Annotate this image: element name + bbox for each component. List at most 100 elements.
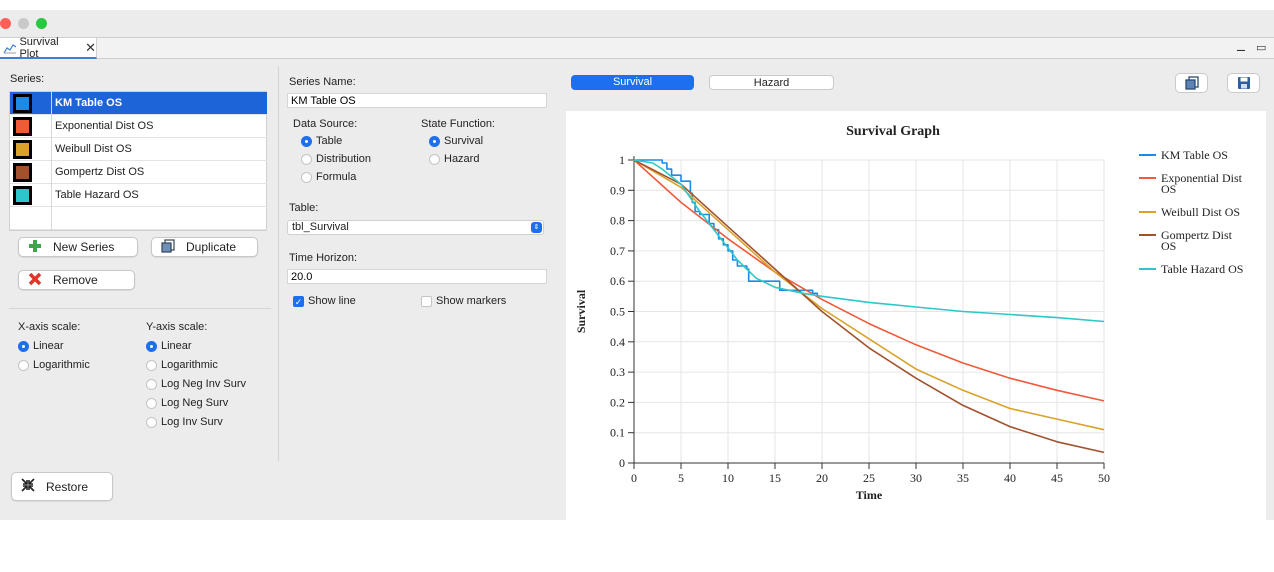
tab-survival-plot[interactable]: Survival Plot ✕ — [0, 35, 97, 60]
duplicate-icon — [160, 238, 176, 256]
minimize-view-icon[interactable]: ⚊ — [1236, 42, 1246, 54]
tab-hazard[interactable]: Hazard — [709, 75, 834, 90]
radio-label: Logarithmic — [33, 359, 90, 371]
maximize-view-icon[interactable]: ▭ — [1256, 42, 1267, 54]
copy-chart-button[interactable] — [1175, 73, 1208, 93]
series-list[interactable]: KM Table OS Exponential Dist OS Weibull Di… — [9, 91, 267, 231]
radio-label: Log Inv Surv — [161, 416, 223, 428]
radio-button-icon — [301, 171, 312, 183]
save-chart-button[interactable] — [1227, 73, 1260, 93]
chart-line-icon — [3, 43, 17, 53]
y-tick-label: 0.7 — [610, 244, 625, 258]
data-source-radio-distribution[interactable]: Distribution — [301, 153, 371, 165]
series-line-weibull-dist-os — [633, 159, 1105, 431]
tab-survival[interactable]: Survival — [571, 75, 694, 90]
series-color-cell[interactable] — [10, 114, 52, 138]
y-tick-label: 0.5 — [610, 305, 625, 319]
radio-label: Hazard — [444, 153, 480, 165]
legend-label: Weibull Dist OS — [1161, 205, 1240, 219]
checkbox-empty-icon — [421, 295, 432, 307]
series-color-swatch[interactable] — [13, 162, 32, 182]
series-color-swatch[interactable] — [13, 139, 32, 159]
radio-label: Distribution — [316, 153, 372, 165]
y-tick-label: 0.1 — [610, 426, 625, 440]
chart-title: Survival Graph — [846, 124, 940, 139]
x-tick-label: 45 — [1051, 471, 1063, 485]
x-tick-label: 5 — [678, 471, 684, 485]
series-row[interactable]: Exponential Dist OS — [10, 114, 267, 138]
series-row[interactable]: KM Table OS — [10, 91, 267, 115]
y-scale-radio-log-neg-surv[interactable]: Log Neg Surv — [146, 397, 228, 409]
x-tick-label: 25 — [863, 471, 875, 485]
new-series-button[interactable]: New Series — [18, 237, 138, 257]
series-color-cell[interactable] — [10, 137, 52, 161]
series-color-cell[interactable] — [10, 91, 52, 115]
series-row[interactable]: Table Hazard OS — [10, 183, 267, 207]
state-function-label: State Function: — [421, 118, 495, 130]
radio-label: Linear — [161, 340, 192, 352]
radio-label: Log Neg Inv Surv — [161, 378, 246, 390]
y-tick-label: 0 — [619, 456, 625, 470]
legend-label: KM Table OS — [1161, 148, 1228, 162]
x-tick-label: 15 — [769, 471, 781, 485]
series-color-swatch[interactable] — [13, 93, 32, 113]
remove-icon — [27, 272, 43, 289]
duplicate-label: Duplicate — [186, 240, 237, 254]
legend-label: Exponential Dist OS — [1161, 171, 1243, 196]
y-tick-label: 0.3 — [610, 365, 625, 379]
close-tab-icon[interactable]: ✕ — [85, 39, 96, 55]
tab-label: Survival Plot — [19, 35, 59, 60]
radio-button-icon — [146, 340, 157, 352]
show-markers-checkbox[interactable]: Show markers — [421, 295, 506, 307]
y-scale-radio-log-neg-inv-surv[interactable]: Log Neg Inv Surv — [146, 378, 246, 390]
series-row[interactable]: Weibull Dist OS — [10, 137, 267, 161]
data-source-radio-table[interactable]: Table — [301, 135, 342, 147]
remove-button[interactable]: Remove — [18, 270, 135, 290]
close-window-icon[interactable] — [0, 18, 11, 29]
data-source-label: Data Source: — [293, 118, 358, 130]
series-color-swatch[interactable] — [13, 116, 32, 136]
y-tick-label: 0.4 — [610, 335, 625, 349]
data-source-radio-formula[interactable]: Formula — [301, 171, 356, 183]
radio-label: Linear — [33, 340, 64, 352]
series-color-cell[interactable] — [10, 183, 52, 207]
time-horizon-input[interactable] — [287, 269, 547, 284]
y-scale-radio-logarithmic[interactable]: Logarithmic — [146, 359, 218, 371]
radio-button-icon — [146, 397, 157, 409]
state-function-radio-hazard[interactable]: Hazard — [429, 153, 479, 165]
series-name: Exponential Dist OS — [55, 120, 154, 132]
series-row-empty[interactable] — [10, 206, 267, 230]
divider — [9, 308, 271, 309]
series-name-label: Series Name: — [289, 76, 356, 88]
x-axis-label: Time — [856, 488, 883, 502]
radio-button-icon — [18, 359, 29, 371]
show-line-checkbox[interactable]: ✓ Show line — [293, 295, 356, 307]
x-scale-radio-logarithmic[interactable]: Logarithmic — [18, 359, 90, 371]
duplicate-button[interactable]: Duplicate — [151, 237, 258, 257]
legend-label: Table Hazard OS — [1161, 262, 1243, 276]
plus-icon — [27, 239, 43, 256]
series-color-swatch[interactable] — [13, 185, 32, 205]
radio-button-icon — [429, 153, 440, 165]
radio-button-icon — [146, 378, 157, 390]
x-tick-label: 40 — [1004, 471, 1016, 485]
radio-button-icon — [429, 135, 440, 147]
y-scale-radio-linear[interactable]: Linear — [146, 340, 192, 352]
x-scale-radio-linear[interactable]: Linear — [18, 340, 64, 352]
restore-icon — [20, 478, 36, 495]
radio-button-icon — [18, 340, 29, 352]
restore-button[interactable]: Restore — [11, 472, 113, 501]
state-function-radio-survival[interactable]: Survival — [429, 135, 483, 147]
y-tick-label: 0.8 — [610, 214, 625, 228]
radio-button-icon — [301, 135, 312, 147]
table-select[interactable]: tbl_Survival ⇕ — [287, 220, 544, 235]
zoom-window-icon[interactable] — [36, 18, 47, 29]
y-scale-radio-log-inv-surv[interactable]: Log Inv Surv — [146, 416, 223, 428]
copy-icon — [1184, 76, 1199, 90]
series-name-input[interactable] — [287, 93, 547, 108]
radio-label: Formula — [316, 171, 357, 183]
minimize-window-icon[interactable] — [18, 18, 29, 29]
series-row[interactable]: Gompertz Dist OS — [10, 160, 267, 184]
series-color-cell[interactable] — [10, 160, 52, 184]
title-bar — [0, 10, 1274, 36]
